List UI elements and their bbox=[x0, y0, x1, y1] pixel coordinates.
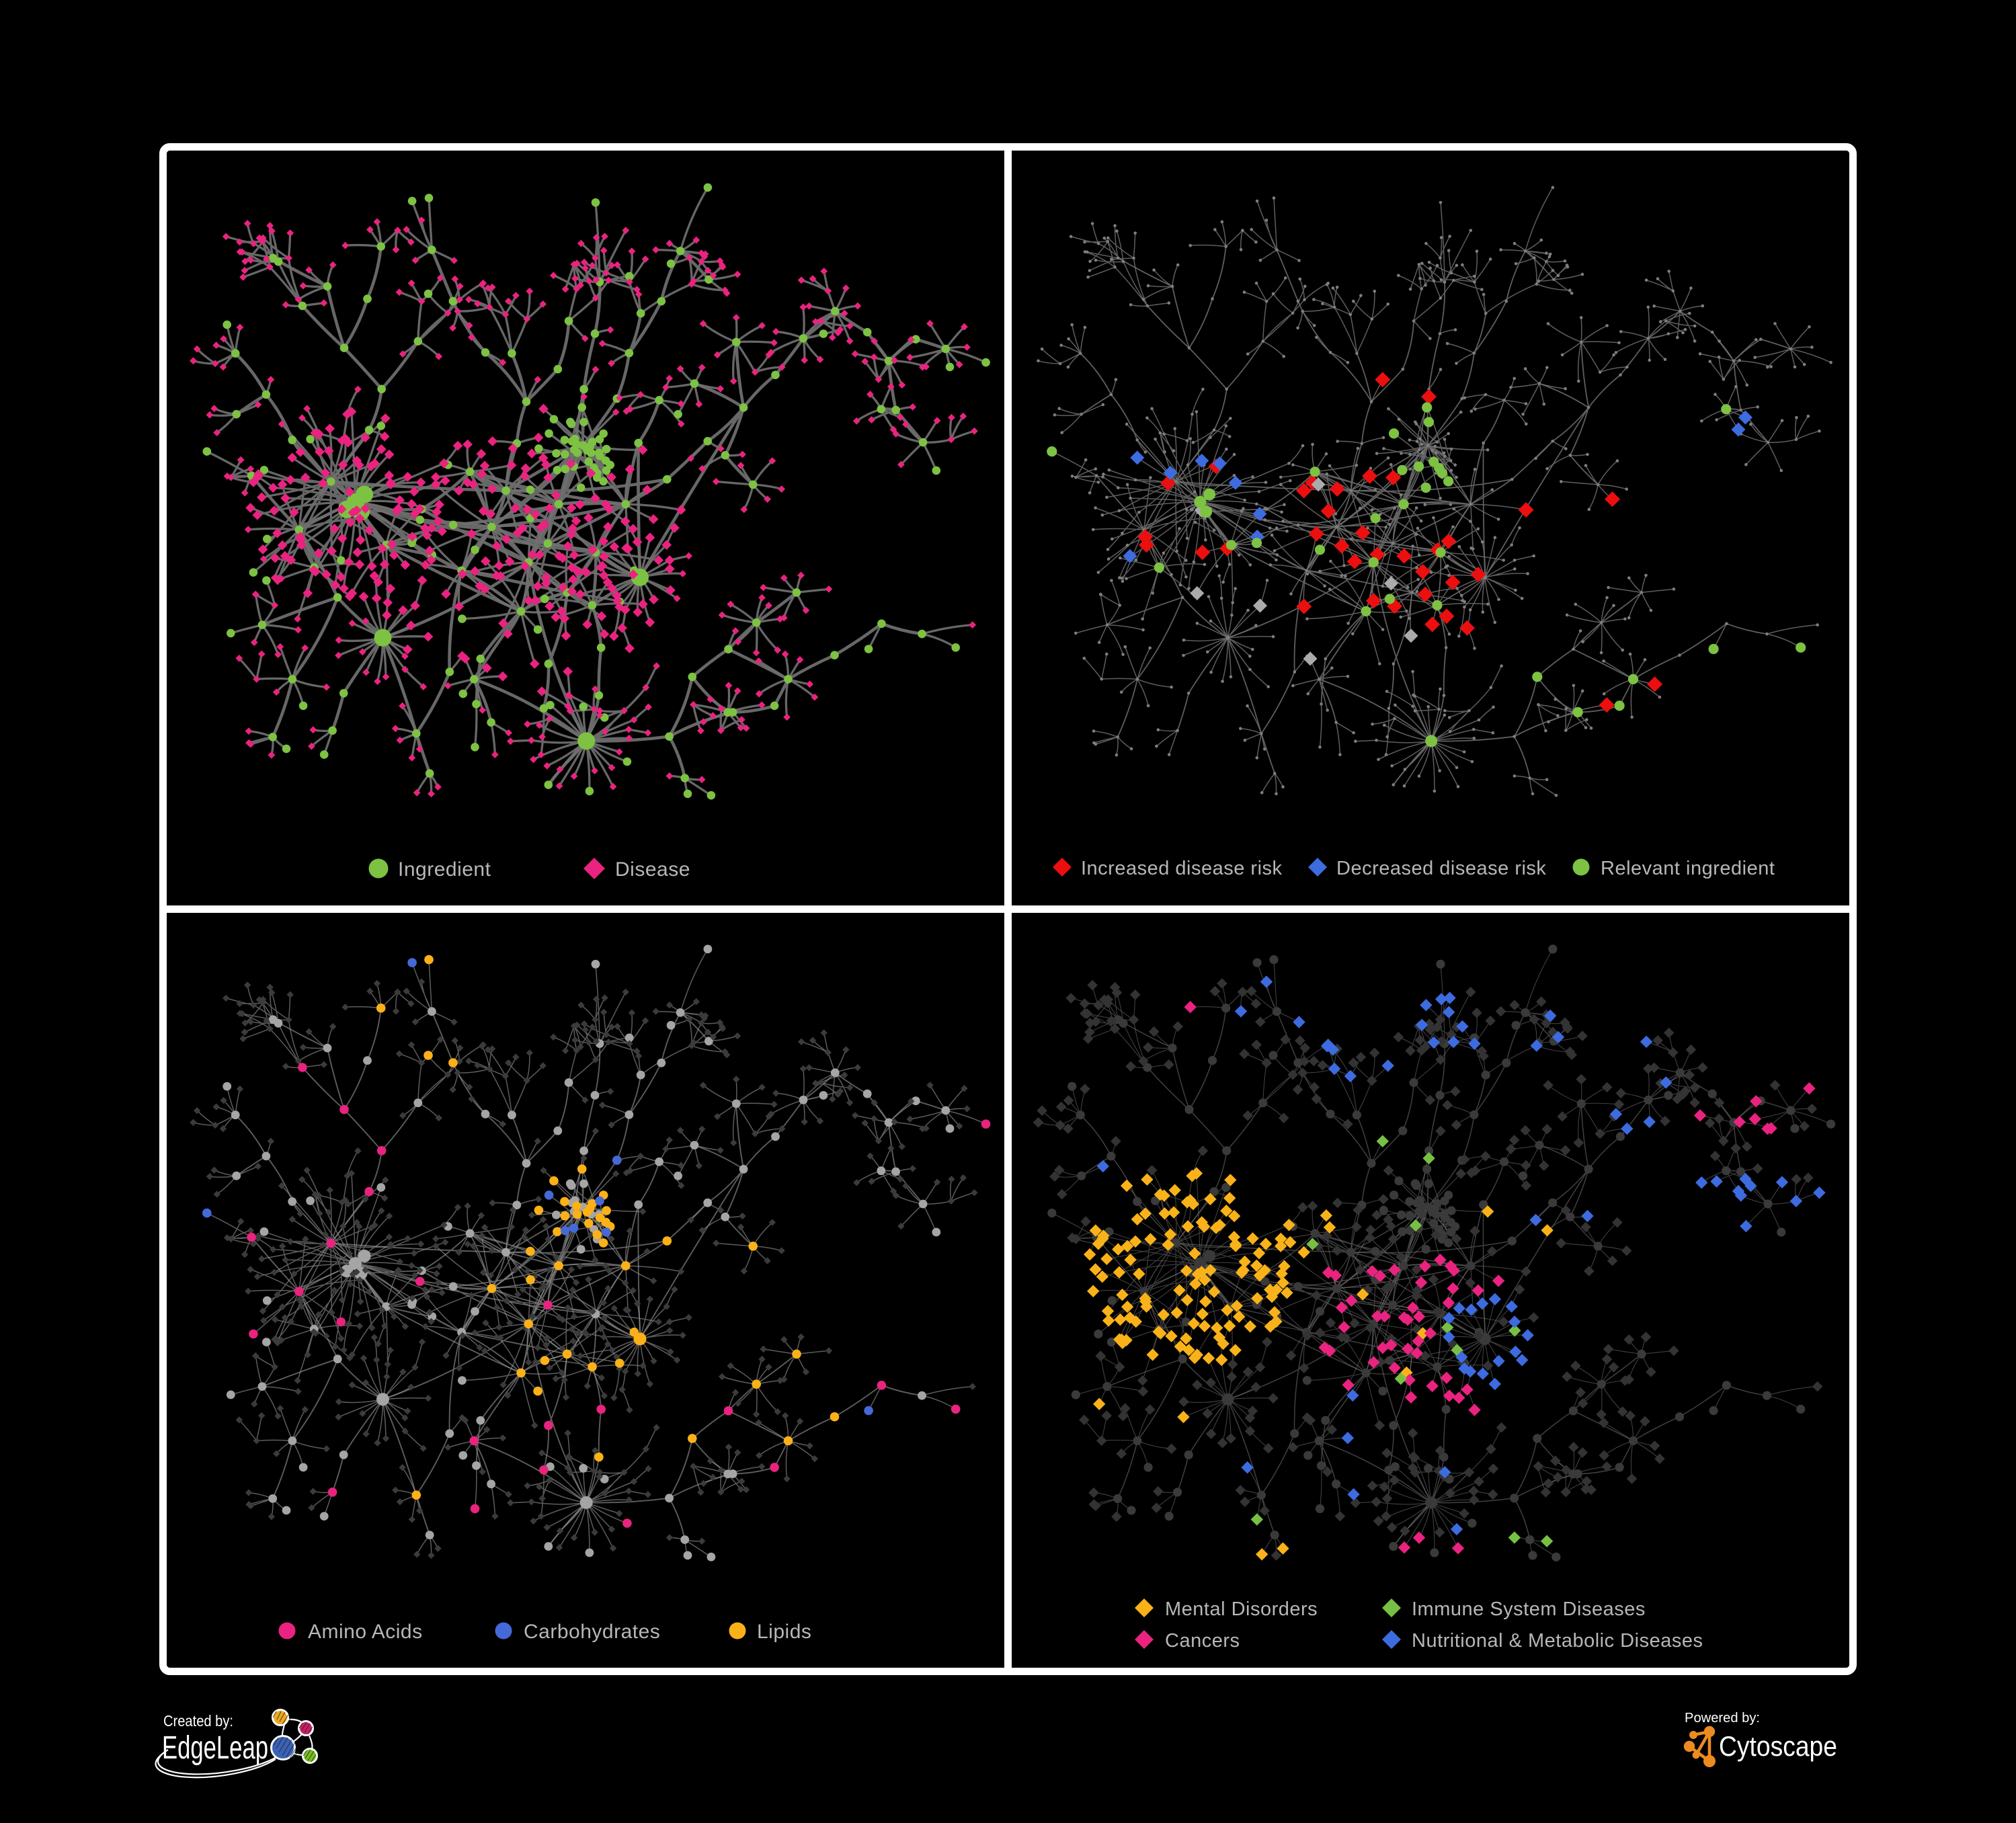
svg-text:Powered by:: Powered by: bbox=[1685, 1711, 1760, 1726]
svg-text:Decreased disease risk: Decreased disease risk bbox=[1336, 858, 1546, 879]
svg-text:Lipids: Lipids bbox=[757, 1621, 811, 1643]
svg-text:Cytoscape: Cytoscape bbox=[1719, 1730, 1837, 1762]
svg-text:Created by:: Created by: bbox=[163, 1712, 233, 1730]
svg-text:Ingredient: Ingredient bbox=[398, 858, 491, 881]
svg-text:Mental Disorders: Mental Disorders bbox=[1165, 1598, 1318, 1620]
svg-text:Cancers: Cancers bbox=[1165, 1630, 1240, 1652]
svg-text:Amino Acids: Amino Acids bbox=[308, 1621, 423, 1643]
svg-text:Immune System Diseases: Immune System Diseases bbox=[1412, 1598, 1646, 1620]
svg-text:Disease: Disease bbox=[615, 858, 690, 881]
svg-text:Relevant ingredient: Relevant ingredient bbox=[1601, 858, 1775, 879]
svg-text:EdgeLeap: EdgeLeap bbox=[162, 1730, 268, 1766]
svg-text:Increased disease risk: Increased disease risk bbox=[1081, 858, 1283, 879]
svg-text:Nutritional & Metabolic Diseas: Nutritional & Metabolic Diseases bbox=[1412, 1630, 1703, 1652]
svg-text:Carbohydrates: Carbohydrates bbox=[524, 1621, 660, 1643]
